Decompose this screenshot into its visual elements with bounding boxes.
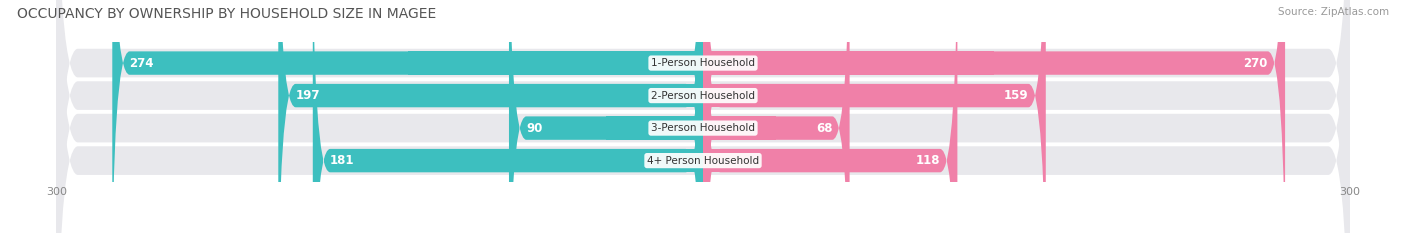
FancyBboxPatch shape: [56, 0, 1350, 233]
Text: 270: 270: [1243, 57, 1268, 70]
FancyBboxPatch shape: [56, 0, 1350, 233]
FancyBboxPatch shape: [56, 0, 1350, 233]
Bar: [606, 116, 703, 140]
FancyBboxPatch shape: [509, 0, 703, 233]
Text: 4+ Person Household: 4+ Person Household: [647, 156, 759, 166]
FancyBboxPatch shape: [703, 0, 849, 233]
Bar: [703, 116, 776, 140]
Text: 159: 159: [1004, 89, 1029, 102]
Text: 197: 197: [295, 89, 321, 102]
FancyBboxPatch shape: [703, 0, 1285, 233]
Text: 118: 118: [915, 154, 941, 167]
Bar: [491, 84, 703, 107]
Bar: [408, 51, 703, 75]
FancyBboxPatch shape: [703, 0, 1046, 233]
FancyBboxPatch shape: [703, 0, 957, 233]
Text: 1-Person Household: 1-Person Household: [651, 58, 755, 68]
Bar: [703, 51, 994, 75]
Text: 3-Person Household: 3-Person Household: [651, 123, 755, 133]
Text: 2-Person Household: 2-Person Household: [651, 91, 755, 101]
Bar: [703, 149, 830, 172]
Text: Source: ZipAtlas.com: Source: ZipAtlas.com: [1278, 7, 1389, 17]
FancyBboxPatch shape: [312, 0, 703, 233]
Text: 181: 181: [330, 154, 354, 167]
FancyBboxPatch shape: [112, 0, 703, 233]
Bar: [703, 84, 875, 107]
FancyBboxPatch shape: [56, 0, 1350, 233]
Text: 274: 274: [129, 57, 155, 70]
Text: OCCUPANCY BY OWNERSHIP BY HOUSEHOLD SIZE IN MAGEE: OCCUPANCY BY OWNERSHIP BY HOUSEHOLD SIZE…: [17, 7, 436, 21]
Bar: [508, 149, 703, 172]
FancyBboxPatch shape: [278, 0, 703, 233]
Text: 68: 68: [815, 122, 832, 135]
Legend: Owner-occupied, Renter-occupied: Owner-occupied, Renter-occupied: [579, 230, 827, 233]
Text: 90: 90: [526, 122, 543, 135]
